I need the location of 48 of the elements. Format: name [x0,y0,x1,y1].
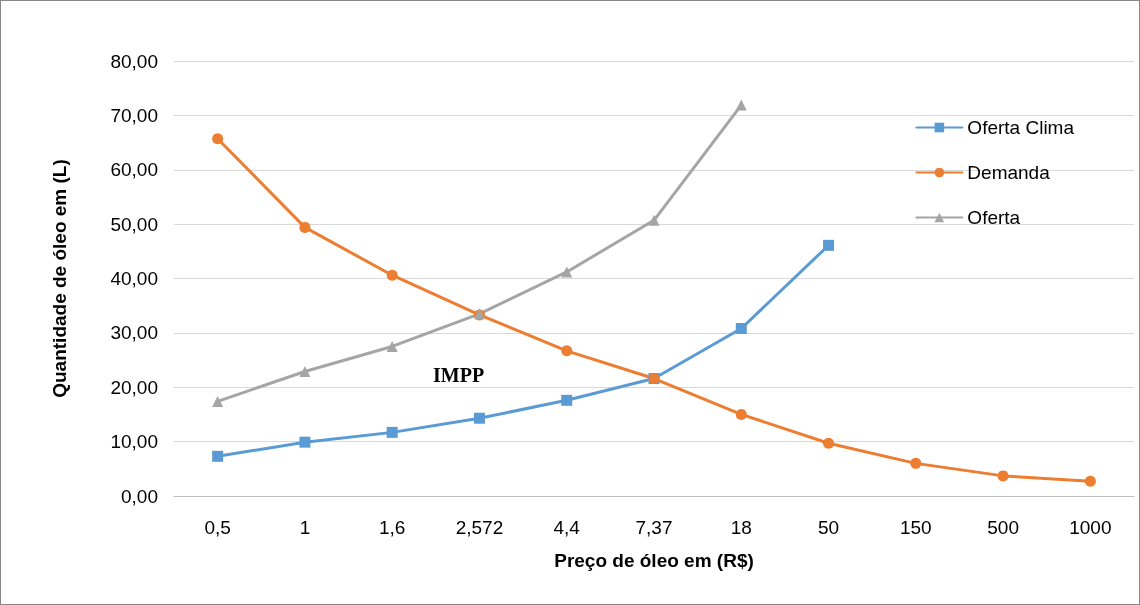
point [561,266,573,278]
x-tick-label: 50 [817,517,840,538]
point [212,450,224,462]
legend-label: Demanda [967,162,1051,183]
x-tick-label: 1000 [1069,517,1112,538]
point [386,269,398,281]
x-tick-label: 0,5 [204,517,231,538]
y-tick-label: 30,00 [110,322,158,344]
x-tick-label: 7,37 [635,517,673,538]
x-tick-label: 150 [899,517,932,538]
legend-label: Oferta Clima [967,117,1075,138]
point [1084,475,1096,487]
y-tick-label: 20,00 [110,376,158,398]
x-tick-label: 2,572 [455,517,504,538]
x-tick-label: 500 [987,517,1019,538]
point [735,408,747,420]
point [299,436,311,448]
point [735,323,747,335]
y-axis-title: Quantidade de óleo em (L) [49,159,70,398]
point [473,412,485,424]
point [386,340,398,352]
y-tick-label: 40,00 [110,268,158,289]
y-tick-label: 50,00 [110,213,158,235]
point [823,239,835,251]
point [561,394,573,406]
point [735,99,747,111]
y-tick-label: 60,00 [110,159,158,181]
legend-label: Oferta [967,207,1021,228]
point [910,457,922,469]
x-tick-label: 18 [730,517,752,538]
point [299,221,311,233]
point [997,470,1009,482]
point [823,437,835,449]
x-tick-label: 1 [299,517,311,538]
point [212,395,224,407]
y-tick-label: 10,00 [110,431,158,453]
point [561,345,573,357]
point [386,426,398,438]
annotation: IMPP [433,364,485,386]
y-tick-label: 0,00 [121,485,158,507]
point [648,214,660,226]
y-tick-label: 70,00 [110,104,158,126]
x-axis-title: Preço de óleo em (R$) [554,550,754,571]
point [212,133,224,145]
x-tick-label: 1,6 [378,517,406,538]
point [299,365,311,377]
x-tick-label: 4,4 [553,517,581,538]
y-tick-label: 80,00 [110,50,158,72]
